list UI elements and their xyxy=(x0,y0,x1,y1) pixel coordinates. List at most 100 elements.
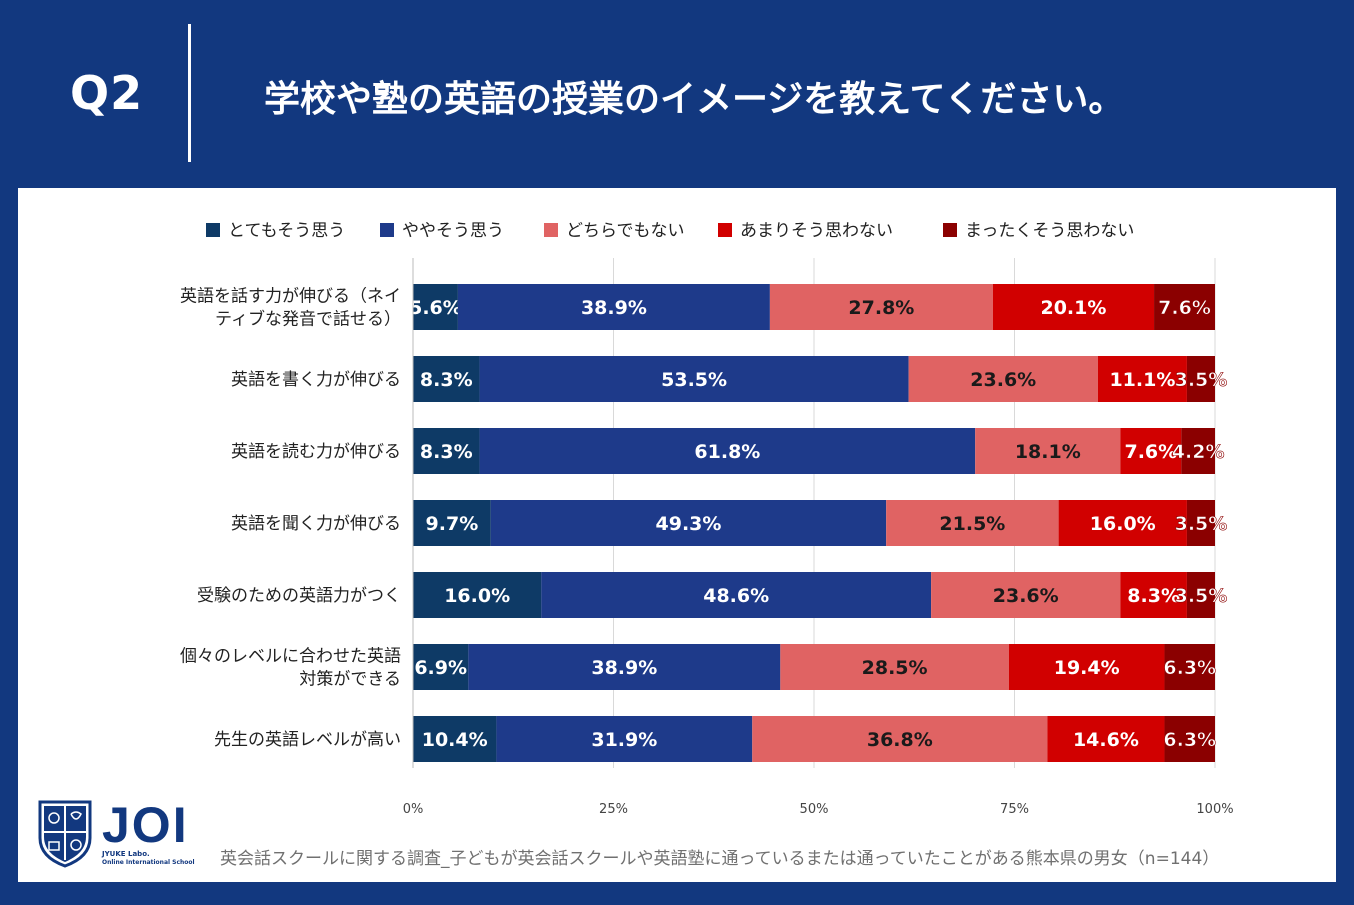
data-label: 23.6% xyxy=(970,369,1036,391)
legend-swatch xyxy=(943,223,957,237)
question-title: 学校や塾の英語の授業のイメージを教えてください。 xyxy=(264,79,1125,120)
data-label: 16.0% xyxy=(444,585,510,607)
category-label: ティブな発音で話せる） xyxy=(215,309,401,330)
bar-segment xyxy=(886,500,1059,546)
data-label: 4.2% xyxy=(1172,441,1225,463)
shield-icon xyxy=(38,800,92,868)
data-label: 8.3% xyxy=(420,369,473,391)
data-label: 53.5% xyxy=(661,369,727,391)
legend-label: どちらでもない xyxy=(566,221,685,241)
data-label: 16.0% xyxy=(1090,513,1156,535)
bar-segment xyxy=(468,644,781,690)
bar-segment xyxy=(413,716,497,762)
x-tick-label: 25% xyxy=(599,802,628,817)
bar-segment xyxy=(413,284,458,330)
bar-segment xyxy=(479,428,976,474)
data-label: 7.6% xyxy=(1124,441,1177,463)
bar-segment xyxy=(413,644,469,690)
joi-logo: JOI JYUKE Labo. Online International Sch… xyxy=(36,797,226,870)
legend-swatch xyxy=(380,223,394,237)
data-label: 31.9% xyxy=(591,729,657,751)
bar-segment xyxy=(413,500,491,546)
bar-segment xyxy=(1186,500,1215,546)
logo-text: JOI xyxy=(102,797,189,853)
data-label: 38.9% xyxy=(591,657,657,679)
bar-segment xyxy=(1154,284,1215,330)
data-label: 27.8% xyxy=(848,297,914,319)
bar-segment xyxy=(413,428,480,474)
x-tick-label: 0% xyxy=(403,802,424,817)
bar-segment xyxy=(1008,644,1165,690)
x-tick-label: 100% xyxy=(1196,802,1233,817)
survey-footnote: 英会話スクールに関する調査_子どもが英会話スクールや英語塾に通っているまたは通っ… xyxy=(220,849,1220,869)
data-label: 8.3% xyxy=(420,441,473,463)
bar-segment xyxy=(1186,572,1215,618)
x-tick-label: 50% xyxy=(800,802,829,817)
bar-segment xyxy=(1120,428,1182,474)
data-label: 6.3% xyxy=(1163,657,1216,679)
legend-label: まったくそう思わない xyxy=(965,221,1134,241)
data-label: 3.5% xyxy=(1175,369,1228,391)
category-label: 英語を聞く力が伸びる xyxy=(231,514,401,534)
bar-segment xyxy=(992,284,1155,330)
legend-label: あまりそう思わない xyxy=(740,221,893,241)
category-label: 個々のレベルに合わせた英語 xyxy=(180,647,401,667)
bar-segment xyxy=(780,644,1009,690)
data-label: 10.4% xyxy=(422,729,488,751)
x-tick-label: 75% xyxy=(1000,802,1029,817)
bar-segment xyxy=(1181,428,1215,474)
data-label: 18.1% xyxy=(1015,441,1081,463)
bar-segment xyxy=(1047,716,1165,762)
data-label: 38.9% xyxy=(581,297,647,319)
legend-swatch xyxy=(718,223,732,237)
data-label: 20.1% xyxy=(1040,297,1106,319)
legend-label: とてもそう思う xyxy=(228,221,345,241)
data-label: 36.8% xyxy=(867,729,933,751)
data-label: 48.6% xyxy=(703,585,769,607)
data-label: 7.6% xyxy=(1158,297,1211,319)
bar-segment xyxy=(457,284,770,330)
data-label: 5.6% xyxy=(409,297,462,319)
legend-swatch xyxy=(206,223,220,237)
data-label: 3.5% xyxy=(1175,513,1228,535)
legend-swatch xyxy=(544,223,558,237)
bar-segment xyxy=(1058,500,1187,546)
header-divider xyxy=(188,24,191,162)
bar-segment xyxy=(490,500,887,546)
bar-segment xyxy=(1120,572,1187,618)
bar-segment xyxy=(908,356,1098,402)
bar-segment xyxy=(1097,356,1187,402)
bar-segment xyxy=(769,284,993,330)
bar-segment xyxy=(541,572,932,618)
data-label: 6.9% xyxy=(414,657,467,679)
category-label: 受験のための英語力がつく xyxy=(197,586,401,606)
data-label: 6.3% xyxy=(1163,729,1216,751)
bar-segment xyxy=(975,428,1121,474)
data-label: 21.5% xyxy=(939,513,1005,535)
data-label: 14.6% xyxy=(1073,729,1139,751)
stacked-bar-chart: 0% 25% 50% 75% 100% とてもそう思う ややそう思う どちらでもない あまりそう… xyxy=(180,221,1234,817)
header: Q2 学校や塾の英語の授業のイメージを教えてください。 xyxy=(0,0,1354,185)
bar-segment xyxy=(752,716,1048,762)
chart-panel: 0% 25% 50% 75% 100% とてもそう思う ややそう思う どちらでもない あまりそう… xyxy=(18,188,1336,882)
data-label: 3.5% xyxy=(1175,585,1228,607)
logo-subtitle-2: Online International School xyxy=(102,859,195,866)
data-label: 49.3% xyxy=(656,513,722,535)
logo-subtitle: JYUKE Labo. xyxy=(102,850,150,858)
question-number: Q2 xyxy=(70,66,144,120)
bar-segment xyxy=(931,572,1121,618)
bar-segment xyxy=(413,356,480,402)
data-label: 11.1% xyxy=(1109,369,1175,391)
legend-label: ややそう思う xyxy=(402,221,504,241)
data-label: 23.6% xyxy=(993,585,1059,607)
bar-segment xyxy=(1186,356,1215,402)
data-label: 28.5% xyxy=(862,657,928,679)
category-label: 先生の英語レベルが高い xyxy=(214,730,401,750)
data-label: 61.8% xyxy=(694,441,760,463)
category-label: 英語を話す力が伸びる（ネイ xyxy=(180,287,401,307)
bar-segment xyxy=(1164,644,1215,690)
category-label: 対策ができる xyxy=(299,670,401,690)
bar-segment xyxy=(479,356,909,402)
category-label: 英語を読む力が伸びる xyxy=(231,442,401,462)
bar-segment xyxy=(413,572,542,618)
